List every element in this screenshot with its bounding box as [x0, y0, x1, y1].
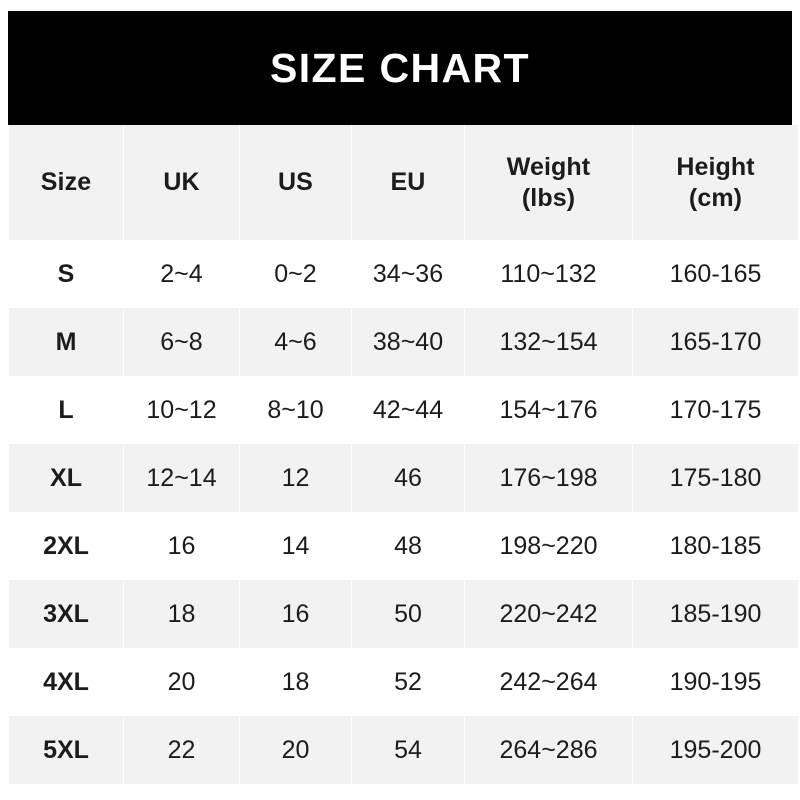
cell-eu: 48: [352, 512, 464, 580]
table-row: S 2~4 0~2 34~36 110~132 160-165: [9, 240, 798, 308]
cell-weight: 132~154: [465, 308, 632, 376]
cell-size: S: [9, 240, 123, 308]
column-header-weight-unit: (lbs): [521, 183, 576, 212]
cell-uk: 6~8: [124, 308, 239, 376]
table-header: Size UK US EU: [9, 125, 798, 240]
cell-size: XL: [9, 444, 123, 512]
cell-weight: 242~264: [465, 648, 632, 716]
cell-weight: 110~132: [465, 240, 632, 308]
table-row: 2XL 16 14 48 198~220 180-185: [9, 512, 798, 580]
cell-height: 170-175: [633, 376, 798, 444]
column-header-eu: EU: [352, 125, 464, 240]
table-row: 5XL 22 20 54 264~286 195-200: [9, 716, 798, 784]
cell-weight: 220~242: [465, 580, 632, 648]
cell-height: 160-165: [633, 240, 798, 308]
column-header-us: US: [240, 125, 351, 240]
cell-height: 175-180: [633, 444, 798, 512]
cell-size: 2XL: [9, 512, 123, 580]
column-header-size-label: Size: [40, 168, 92, 197]
cell-us: 0~2: [240, 240, 351, 308]
cell-eu: 54: [352, 716, 464, 784]
cell-weight: 198~220: [465, 512, 632, 580]
cell-size: 3XL: [9, 580, 123, 648]
cell-us: 14: [240, 512, 351, 580]
column-header-height-unit: (cm): [688, 183, 743, 212]
cell-uk: 10~12: [124, 376, 239, 444]
cell-eu: 42~44: [352, 376, 464, 444]
cell-eu: 50: [352, 580, 464, 648]
cell-uk: 18: [124, 580, 239, 648]
cell-size: L: [9, 376, 123, 444]
column-header-uk-label: UK: [163, 168, 200, 197]
cell-us: 20: [240, 716, 351, 784]
column-header-size: Size: [9, 125, 123, 240]
table-row: 3XL 18 16 50 220~242 185-190: [9, 580, 798, 648]
table-row: M 6~8 4~6 38~40 132~154 165-170: [9, 308, 798, 376]
cell-weight: 176~198: [465, 444, 632, 512]
column-header-weight-label: Weight: [506, 153, 591, 181]
cell-weight: 154~176: [465, 376, 632, 444]
column-header-us-label: US: [278, 168, 313, 197]
cell-eu: 52: [352, 648, 464, 716]
cell-height: 180-185: [633, 512, 798, 580]
cell-height: 195-200: [633, 716, 798, 784]
cell-height: 185-190: [633, 580, 798, 648]
column-header-uk: UK: [124, 125, 239, 240]
cell-eu: 38~40: [352, 308, 464, 376]
cell-size: 4XL: [9, 648, 123, 716]
cell-us: 16: [240, 580, 351, 648]
cell-us: 18: [240, 648, 351, 716]
cell-us: 8~10: [240, 376, 351, 444]
cell-us: 12: [240, 444, 351, 512]
size-chart-table: Size UK US EU: [8, 125, 799, 784]
cell-uk: 16: [124, 512, 239, 580]
cell-uk: 22: [124, 716, 239, 784]
cell-weight: 264~286: [465, 716, 632, 784]
cell-uk: 20: [124, 648, 239, 716]
cell-height: 190-195: [633, 648, 798, 716]
column-header-weight: Weight (lbs): [465, 125, 632, 240]
table-row: XL 12~14 12 46 176~198 175-180: [9, 444, 798, 512]
page-title: SIZE CHART: [270, 44, 530, 91]
cell-height: 165-170: [633, 308, 798, 376]
column-header-eu-label: EU: [390, 168, 426, 197]
cell-size: 5XL: [9, 716, 123, 784]
cell-eu: 34~36: [352, 240, 464, 308]
cell-eu: 46: [352, 444, 464, 512]
table-body: S 2~4 0~2 34~36 110~132 160-165 M 6~8 4~…: [9, 240, 798, 784]
table-row: L 10~12 8~10 42~44 154~176 170-175: [9, 376, 798, 444]
cell-us: 4~6: [240, 308, 351, 376]
column-header-height: Height (cm): [633, 125, 798, 240]
cell-uk: 2~4: [124, 240, 239, 308]
cell-uk: 12~14: [124, 444, 239, 512]
table-row: 4XL 20 18 52 242~264 190-195: [9, 648, 798, 716]
title-banner: SIZE CHART: [8, 11, 792, 125]
column-header-height-label: Height: [676, 153, 755, 181]
header-row: Size UK US EU: [9, 125, 798, 240]
cell-size: M: [9, 308, 123, 376]
